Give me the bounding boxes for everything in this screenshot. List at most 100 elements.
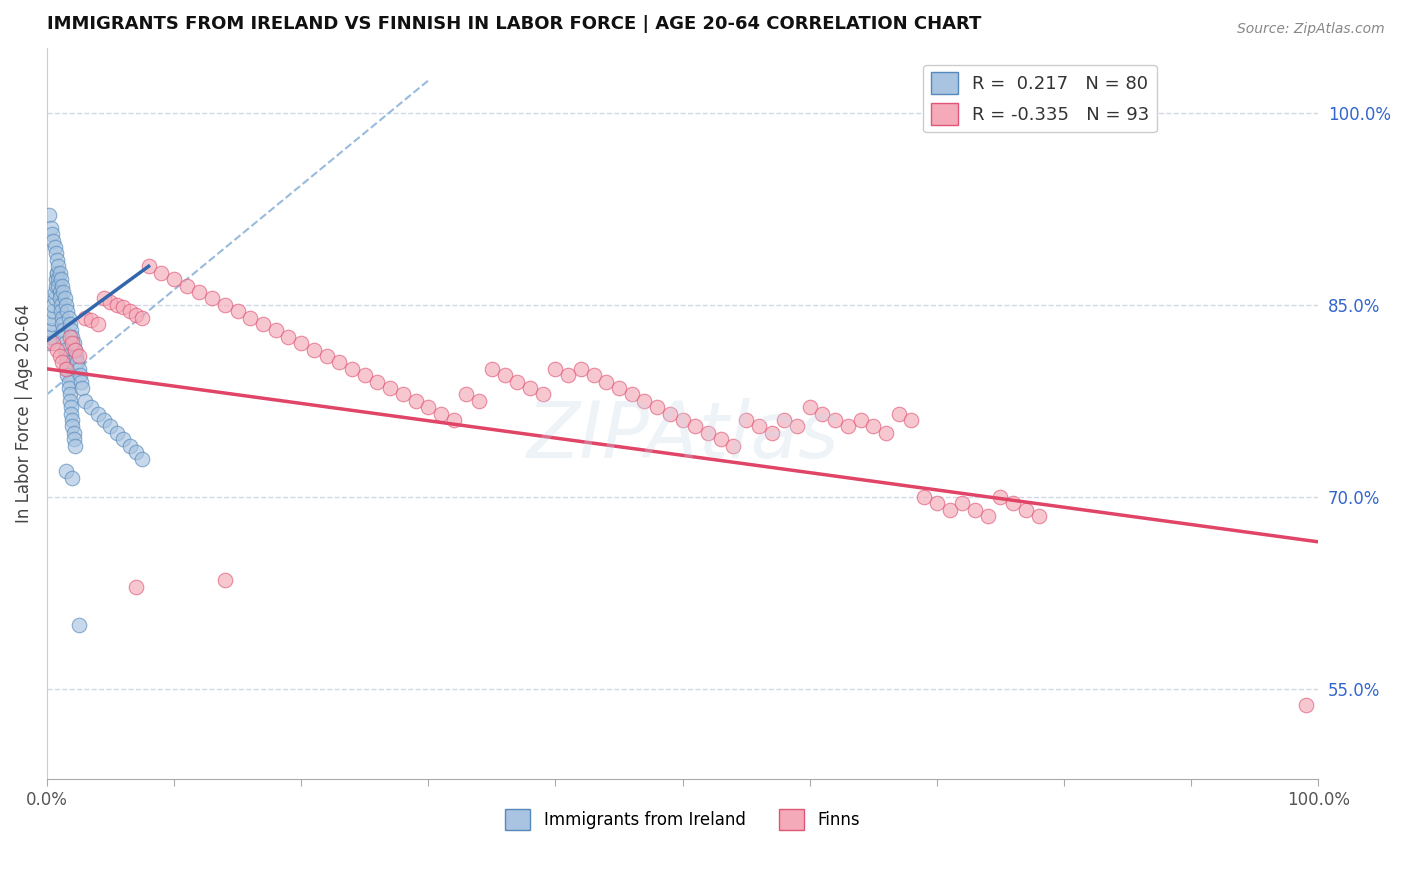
Point bbox=[378, 381, 401, 395]
Point bbox=[950, 496, 973, 510]
Point bbox=[51, 355, 73, 369]
Point bbox=[366, 375, 388, 389]
Point bbox=[799, 401, 821, 415]
Point bbox=[494, 368, 516, 383]
Point bbox=[48, 266, 70, 280]
Point bbox=[990, 490, 1012, 504]
Point bbox=[1028, 509, 1050, 524]
Point bbox=[87, 407, 110, 421]
Point bbox=[125, 445, 148, 459]
Point bbox=[569, 361, 592, 376]
Point bbox=[118, 439, 141, 453]
Point bbox=[58, 310, 80, 325]
Point bbox=[45, 246, 67, 260]
Point bbox=[118, 304, 141, 318]
Point bbox=[60, 401, 83, 415]
Point bbox=[41, 310, 63, 325]
Point bbox=[340, 361, 363, 376]
Point bbox=[405, 393, 427, 408]
Point bbox=[456, 387, 478, 401]
Point bbox=[506, 375, 529, 389]
Point bbox=[42, 234, 65, 248]
Point bbox=[214, 298, 236, 312]
Point bbox=[55, 361, 77, 376]
Point bbox=[125, 308, 148, 322]
Point bbox=[264, 323, 287, 337]
Point bbox=[58, 375, 80, 389]
Point bbox=[59, 393, 82, 408]
Point bbox=[51, 278, 73, 293]
Point bbox=[55, 464, 77, 478]
Point bbox=[39, 220, 62, 235]
Point bbox=[80, 313, 103, 327]
Point bbox=[60, 330, 83, 344]
Point bbox=[70, 375, 93, 389]
Point bbox=[131, 451, 153, 466]
Point bbox=[48, 349, 70, 363]
Point bbox=[67, 349, 90, 363]
Point bbox=[302, 343, 325, 357]
Point bbox=[837, 419, 859, 434]
Y-axis label: In Labor Force | Age 20-64: In Labor Force | Age 20-64 bbox=[15, 304, 32, 524]
Point bbox=[468, 393, 491, 408]
Point bbox=[69, 368, 91, 383]
Point bbox=[58, 381, 80, 395]
Point bbox=[938, 503, 960, 517]
Point bbox=[59, 317, 82, 331]
Point bbox=[887, 407, 910, 421]
Point bbox=[62, 336, 84, 351]
Point bbox=[59, 330, 82, 344]
Point bbox=[418, 401, 440, 415]
Point bbox=[46, 272, 69, 286]
Point bbox=[52, 330, 75, 344]
Point bbox=[963, 503, 986, 517]
Point bbox=[150, 266, 173, 280]
Point bbox=[328, 355, 350, 369]
Point bbox=[100, 295, 122, 310]
Point bbox=[51, 317, 73, 331]
Point bbox=[48, 291, 70, 305]
Point bbox=[73, 310, 96, 325]
Legend: Immigrants from Ireland, Finns: Immigrants from Ireland, Finns bbox=[499, 803, 866, 837]
Point bbox=[38, 336, 60, 351]
Point bbox=[252, 317, 274, 331]
Point bbox=[697, 425, 720, 440]
Point bbox=[60, 471, 83, 485]
Point bbox=[44, 285, 66, 299]
Point bbox=[67, 618, 90, 632]
Point bbox=[73, 393, 96, 408]
Point bbox=[201, 291, 224, 305]
Point bbox=[620, 387, 643, 401]
Point bbox=[557, 368, 579, 383]
Point bbox=[658, 407, 681, 421]
Point bbox=[46, 266, 69, 280]
Point bbox=[481, 361, 503, 376]
Point bbox=[52, 285, 75, 299]
Point bbox=[66, 355, 89, 369]
Point bbox=[671, 413, 693, 427]
Point bbox=[277, 330, 299, 344]
Text: Source: ZipAtlas.com: Source: ZipAtlas.com bbox=[1237, 22, 1385, 37]
Point bbox=[51, 310, 73, 325]
Point bbox=[80, 401, 103, 415]
Point bbox=[105, 425, 128, 440]
Point bbox=[290, 336, 312, 351]
Point bbox=[46, 252, 69, 267]
Point bbox=[42, 336, 65, 351]
Point bbox=[1295, 698, 1317, 712]
Point bbox=[53, 343, 76, 357]
Point bbox=[60, 419, 83, 434]
Point bbox=[163, 272, 186, 286]
Point bbox=[977, 509, 1000, 524]
Point bbox=[46, 266, 69, 280]
Point bbox=[811, 407, 834, 421]
Point bbox=[443, 413, 465, 427]
Point bbox=[824, 413, 846, 427]
Point bbox=[53, 336, 76, 351]
Point bbox=[544, 361, 567, 376]
Point bbox=[131, 310, 153, 325]
Text: IMMIGRANTS FROM IRELAND VS FINNISH IN LABOR FORCE | AGE 20-64 CORRELATION CHART: IMMIGRANTS FROM IRELAND VS FINNISH IN LA… bbox=[46, 15, 981, 33]
Point bbox=[1015, 503, 1038, 517]
Point bbox=[60, 336, 83, 351]
Point bbox=[49, 304, 72, 318]
